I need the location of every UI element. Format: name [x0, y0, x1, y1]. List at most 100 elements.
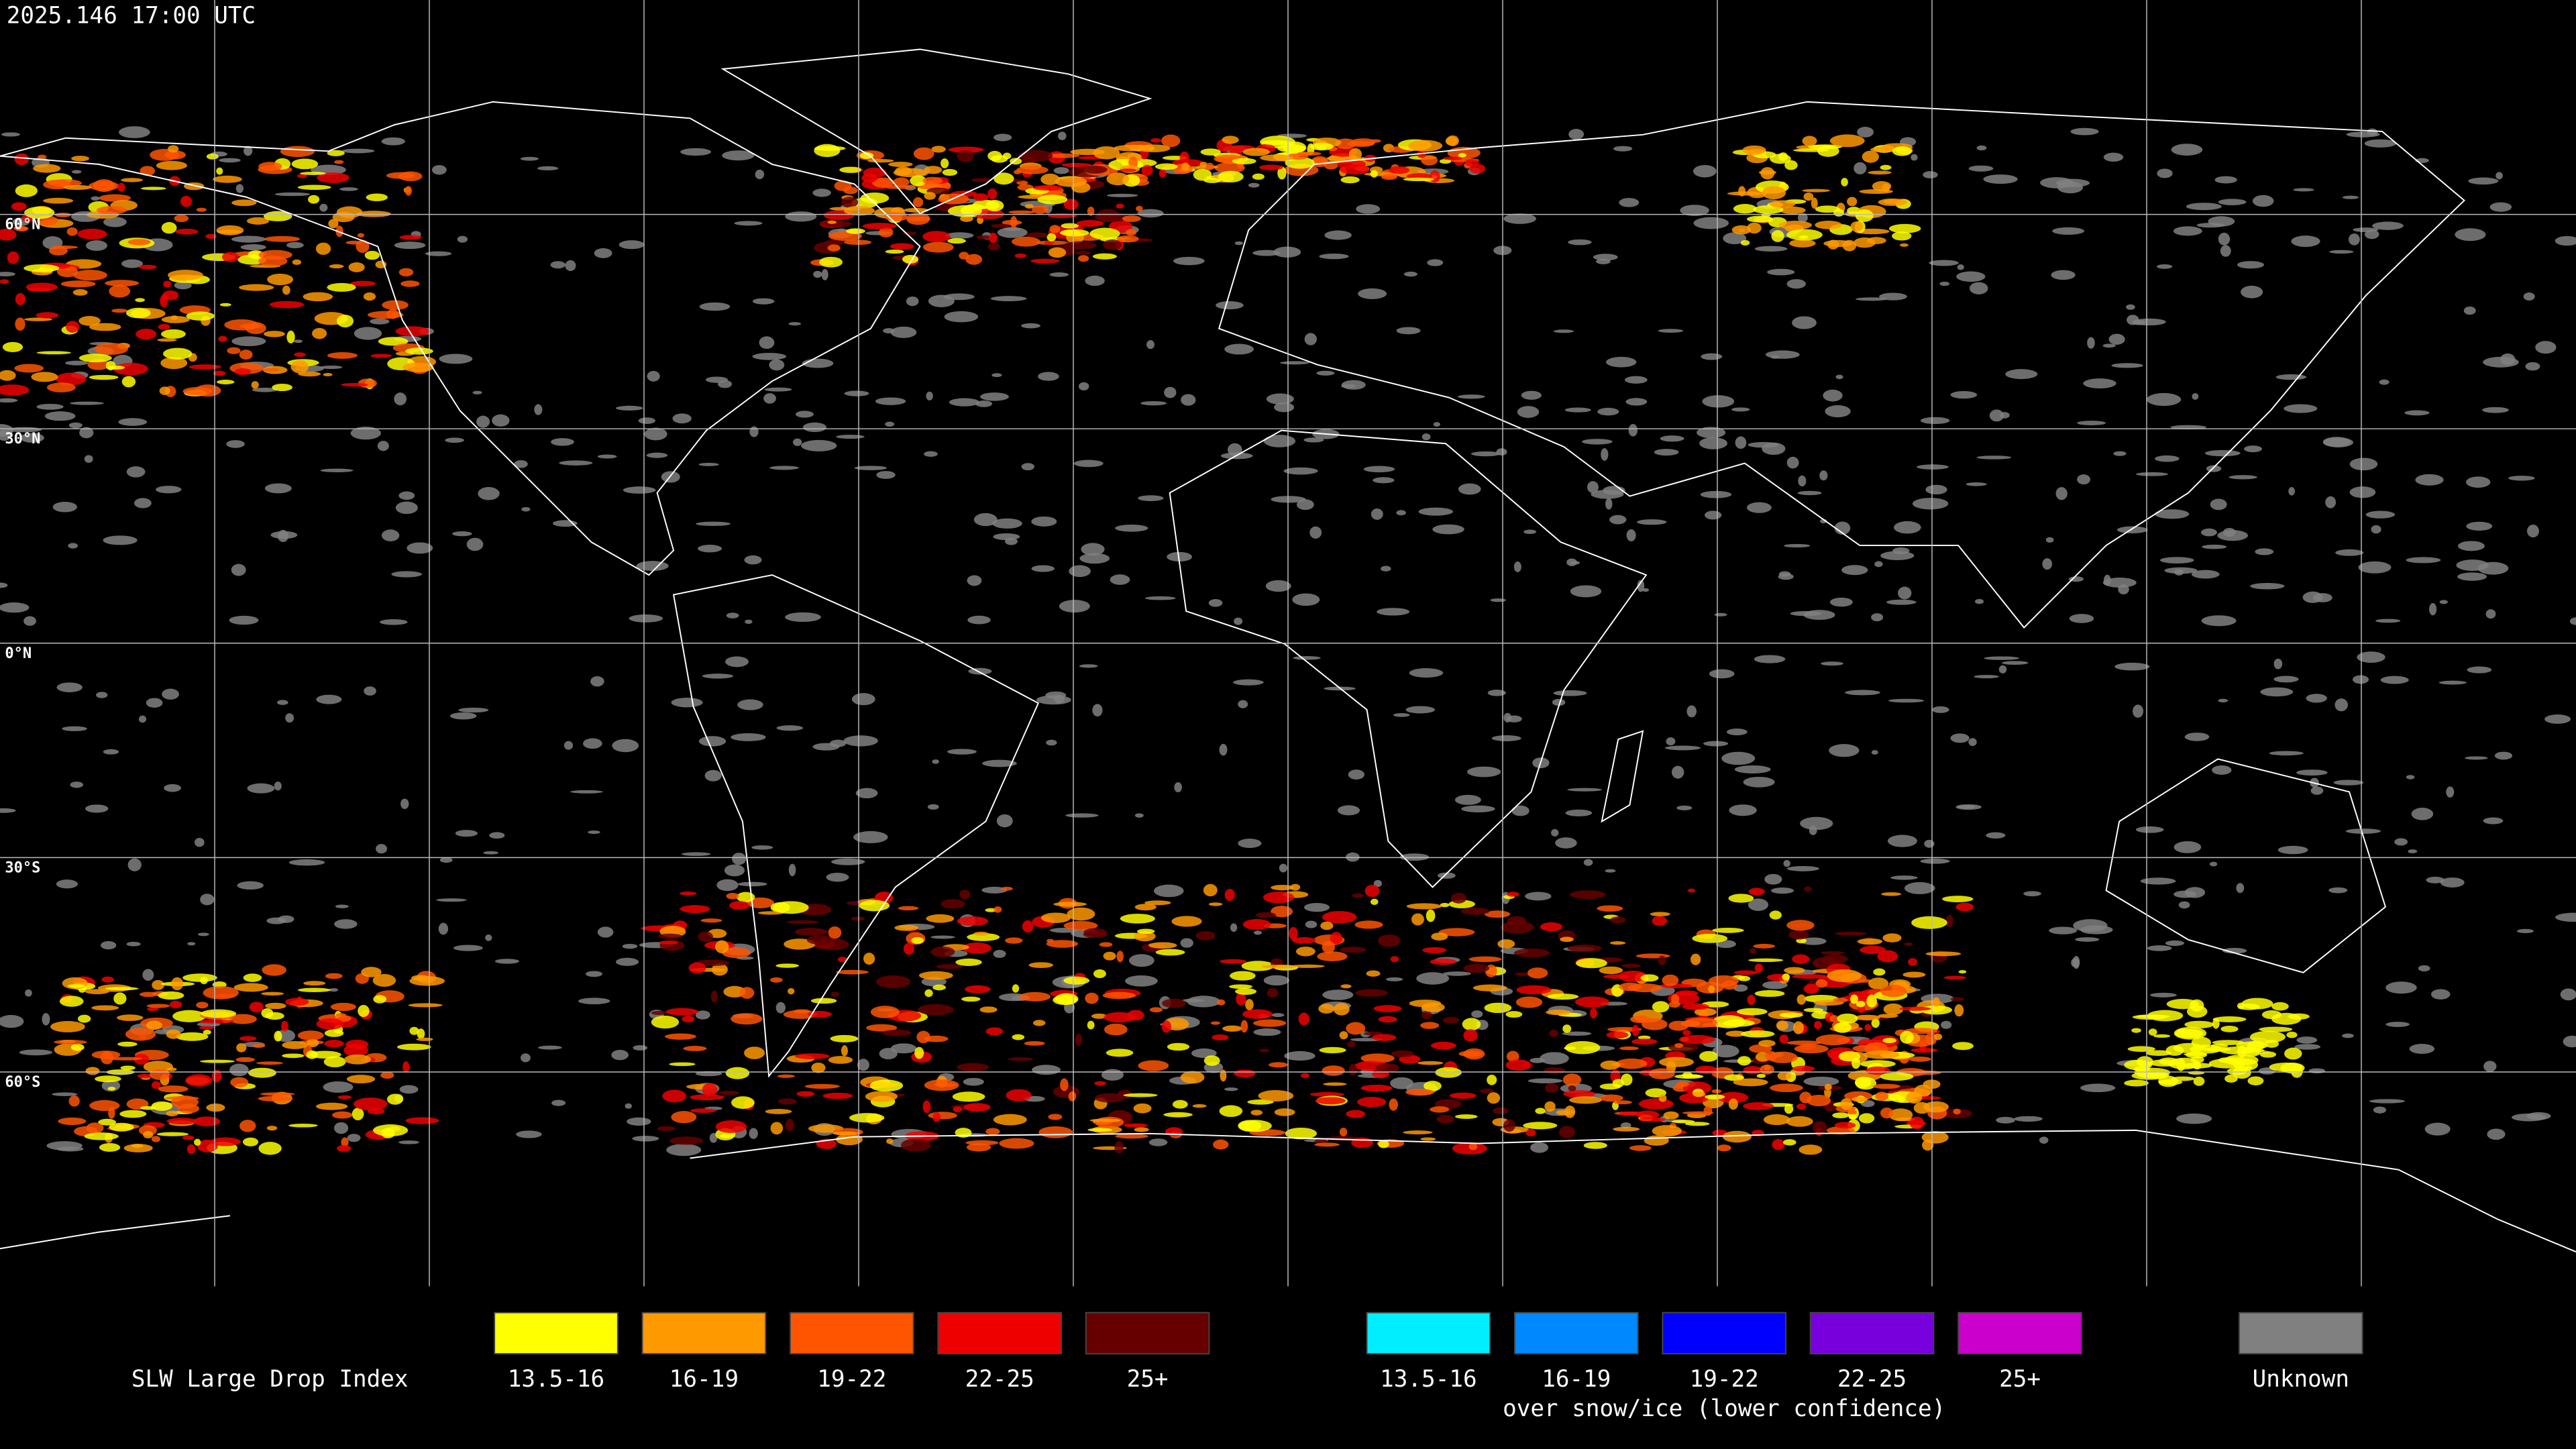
- cloud-patch: [1763, 1114, 1790, 1126]
- cloud-patch: [1857, 938, 1883, 945]
- cloud-patch: [1500, 921, 1534, 934]
- cloud-patch: [407, 542, 433, 554]
- cloud-patch: [1770, 355, 1780, 359]
- cloud-patch: [1219, 743, 1228, 756]
- cloud-patch: [2184, 1020, 2214, 1028]
- cloud-patch: [329, 264, 344, 269]
- cloud-patch: [1480, 1088, 1494, 1093]
- cloud-patch: [2365, 511, 2396, 519]
- cloud-patch: [700, 918, 722, 923]
- cloud-patch: [288, 859, 325, 866]
- legend-swatch: [1085, 1311, 1210, 1354]
- cloud-patch: [1011, 236, 1040, 247]
- cloud-patch: [1754, 246, 1788, 252]
- cloud-patch: [2349, 458, 2378, 471]
- cloud-patch: [133, 498, 152, 508]
- cloud-patch: [1564, 1040, 1601, 1055]
- cloud-patch: [1912, 498, 1949, 510]
- cloud-patch: [1882, 933, 1902, 943]
- cloud-patch: [109, 284, 131, 298]
- cloud-patch: [186, 1144, 196, 1155]
- cloud-patch: [1346, 1022, 1366, 1035]
- cloud-patch: [1137, 144, 1171, 152]
- cloud-patch: [1038, 372, 1059, 381]
- cloud-patch: [1309, 1091, 1344, 1097]
- cloud-patch: [1136, 205, 1143, 212]
- cloud-patch: [1924, 839, 1935, 848]
- cloud-patch: [1104, 1023, 1128, 1036]
- cloud-patch: [394, 241, 426, 250]
- cloud-patch: [888, 162, 913, 167]
- graticule: 60°N30°N0°N30°S60°S: [0, 0, 2576, 1287]
- cloud-patch: [1435, 1067, 1462, 1078]
- cloud-patch: [1155, 949, 1185, 956]
- cloud-patch: [1433, 422, 1441, 427]
- cloud-patch: [1106, 172, 1130, 186]
- cloud-patch: [103, 535, 138, 545]
- cloud-patch: [1815, 205, 1840, 213]
- cloud-patch: [1641, 1018, 1668, 1030]
- cloud-patch: [827, 220, 837, 224]
- cloud-patch: [1803, 1076, 1839, 1087]
- cloud-patch: [551, 1099, 566, 1106]
- cloud-patch: [1692, 934, 1728, 943]
- cloud-patch: [1717, 1091, 1749, 1104]
- cloud-patch: [0, 272, 15, 277]
- cloud-patch: [1636, 519, 1667, 525]
- cloud-patch: [1782, 1139, 1796, 1146]
- cloud-patch: [1238, 1120, 1272, 1132]
- cloud-patch: [2323, 437, 2354, 447]
- cloud-patch: [1824, 1083, 1832, 1091]
- cloud-patch: [814, 146, 846, 151]
- cloud-patch: [1969, 282, 1988, 294]
- cloud-patch: [2569, 617, 2576, 625]
- cloud-patch: [1888, 698, 1925, 703]
- cloud-patch: [1998, 665, 2007, 674]
- cloud-patch: [657, 1126, 676, 1132]
- cloud-patch: [77, 228, 107, 239]
- cloud-patch: [312, 327, 327, 339]
- cloud-patch: [457, 235, 468, 243]
- cloud-patch: [1008, 1057, 1034, 1061]
- cloud-patch: [968, 667, 992, 675]
- cloud-patch: [2260, 687, 2294, 697]
- cloud-patch: [926, 914, 955, 923]
- cloud-patch: [1851, 1096, 1868, 1102]
- cloud-patch: [1841, 178, 1848, 186]
- cloud-patch: [1552, 698, 1566, 706]
- cloud-patch: [980, 392, 1009, 401]
- cloud-patch: [1263, 975, 1290, 986]
- cloud-patch: [117, 1014, 144, 1021]
- cloud-patch: [585, 971, 603, 977]
- cloud-patch: [1487, 1092, 1501, 1104]
- cloud-patch: [737, 699, 763, 710]
- cloud-patch: [1322, 941, 1336, 954]
- cloud-patch: [70, 1043, 85, 1051]
- cloud-patch: [1682, 1003, 1709, 1010]
- cloud-patch: [85, 989, 109, 994]
- cloud-patch: [876, 471, 896, 479]
- cloud-patch: [1610, 916, 1626, 924]
- cloud-patch: [286, 241, 304, 249]
- cloud-patch: [59, 996, 84, 1007]
- cloud-patch: [1320, 921, 1334, 930]
- cloud-patch: [1904, 942, 1913, 947]
- cloud-patch: [1351, 1137, 1373, 1148]
- cloud-patch: [121, 178, 143, 182]
- cloud-patch: [1629, 1145, 1652, 1151]
- cloud-patch: [285, 998, 309, 1006]
- cloud-patch: [1031, 565, 1055, 572]
- cloud-patch: [785, 612, 821, 623]
- cloud-patch: [1, 132, 21, 137]
- legend-swatch: [494, 1311, 619, 1354]
- cloud-patch: [1079, 553, 1110, 564]
- cloud-patch: [786, 920, 819, 924]
- cloud-patch: [1697, 427, 1726, 439]
- cloud-patch: [1171, 916, 1202, 927]
- cloud-patch: [2237, 261, 2265, 269]
- cloud-patch: [1203, 1055, 1220, 1066]
- cloud-patch: [1631, 1038, 1658, 1045]
- cloud-patch: [769, 466, 799, 470]
- cloud-patch: [1703, 1106, 1713, 1116]
